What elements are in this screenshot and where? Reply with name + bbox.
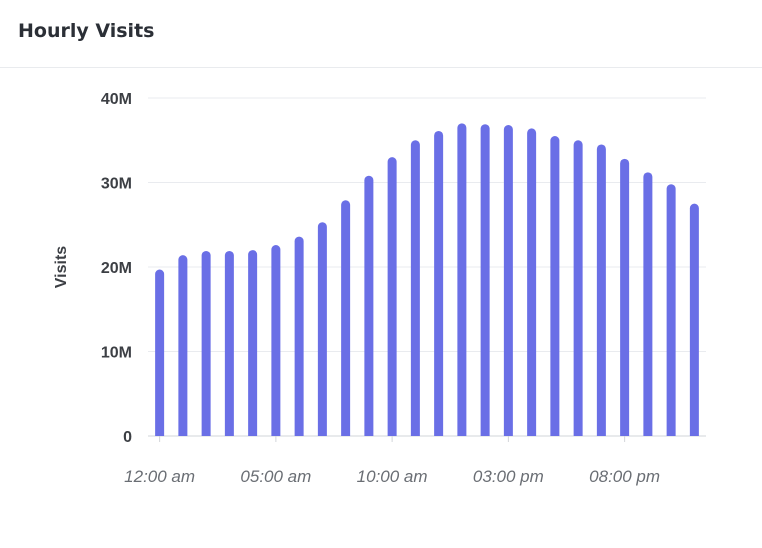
bar-12-00-pm [434,130,444,436]
bar-05-00-pm [550,136,560,436]
bar-09-00-am [364,175,374,437]
bar-01-00-pm [457,123,467,436]
x-tick-label: 10:00 am [357,467,428,486]
bar-07-00-am [317,222,327,436]
bar-11-00-am [410,140,420,436]
bar-10-00-pm [666,184,676,436]
x-tick-label: 08:00 pm [589,467,660,486]
bar-01-00-am [178,255,188,436]
y-tick-label: 30M [101,176,132,193]
card-title: Hourly Visits [18,20,155,42]
x-tick-label: 03:00 pm [473,467,544,486]
y-axis-ticks: 0 10M 20M 30M 40M [101,91,132,446]
bar-06-00-am [294,236,304,436]
bar-08-00-am [341,200,351,436]
bar-06-00-pm [573,140,583,436]
y-axis-label: Visits [53,246,70,289]
bar-02-00-am [201,250,211,436]
bar-11-00-pm [689,203,699,436]
bar-08-00-pm [620,158,630,436]
bar-09-00-pm [643,172,653,437]
y-tick-label: 10M [101,345,132,362]
chart-bars [155,123,699,437]
x-tick-label: 12:00 am [124,467,195,486]
x-tick-label: 05:00 am [240,467,311,486]
x-axis-ticks: 12:00 am 05:00 am 10:00 am 03:00 pm 08:00 pm [124,436,660,486]
card-header: Hourly Visits [0,0,762,68]
bar-04-00-am [248,250,258,436]
y-tick-label: 40M [101,91,132,108]
bar-12-00-am [155,269,165,436]
bar-03-00-am [224,250,234,436]
chart-gridlines [148,97,706,437]
bar-05-00-am [271,245,281,436]
bar-10-00-am [387,157,397,436]
y-tick-label: 20M [101,260,132,277]
bar-02-00-pm [480,124,490,436]
bar-03-00-pm [503,125,513,437]
y-tick-label: 0 [123,429,132,446]
bar-04-00-pm [527,128,537,437]
bar-07-00-pm [596,144,606,436]
